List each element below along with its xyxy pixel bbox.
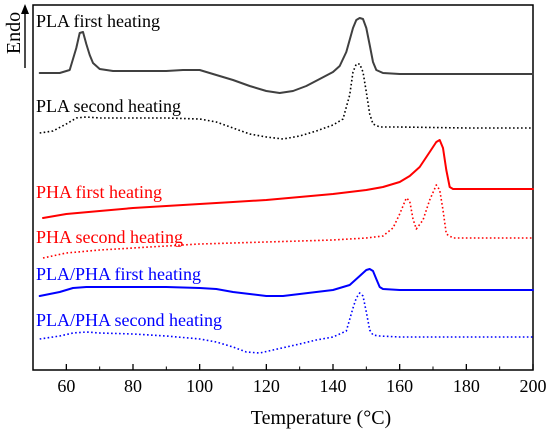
series-label-1: PLA first heating <box>36 11 160 31</box>
series-label-6: PLA/PHA second heating <box>36 310 222 330</box>
endo-arrow-head <box>21 4 29 14</box>
series-label-2: PLA second heating <box>36 96 181 116</box>
x-tick-label: 180 <box>453 376 480 396</box>
x-tick-label: 100 <box>186 376 213 396</box>
x-tick-label: 60 <box>57 376 75 396</box>
x-tick-label: 160 <box>386 376 413 396</box>
series-curve-1 <box>38 17 534 94</box>
x-tick-label: 140 <box>320 376 347 396</box>
series-curve-3 <box>42 139 534 219</box>
series-curve-4 <box>42 184 533 259</box>
x-tick-label: 80 <box>124 376 142 396</box>
x-axis-title: Temperature (°C) <box>251 407 391 429</box>
series-label-4: PHA second heating <box>36 227 183 247</box>
series-label-5: PLA/PHA first heating <box>36 264 201 284</box>
x-tick-label: 120 <box>253 376 280 396</box>
y-axis-title: Endo <box>3 12 25 54</box>
series-label-3: PHA first heating <box>36 182 162 202</box>
series-curve-2 <box>39 63 533 140</box>
series-labels: PLA first heating PLA second heating PHA f… <box>36 11 222 330</box>
plot-frame <box>32 4 534 371</box>
series-layer <box>38 17 534 354</box>
series-curve-5 <box>38 268 534 297</box>
x-tick-label: 200 <box>520 376 547 396</box>
axes: 60 80 100 120 140 160 180 200 <box>21 4 547 396</box>
